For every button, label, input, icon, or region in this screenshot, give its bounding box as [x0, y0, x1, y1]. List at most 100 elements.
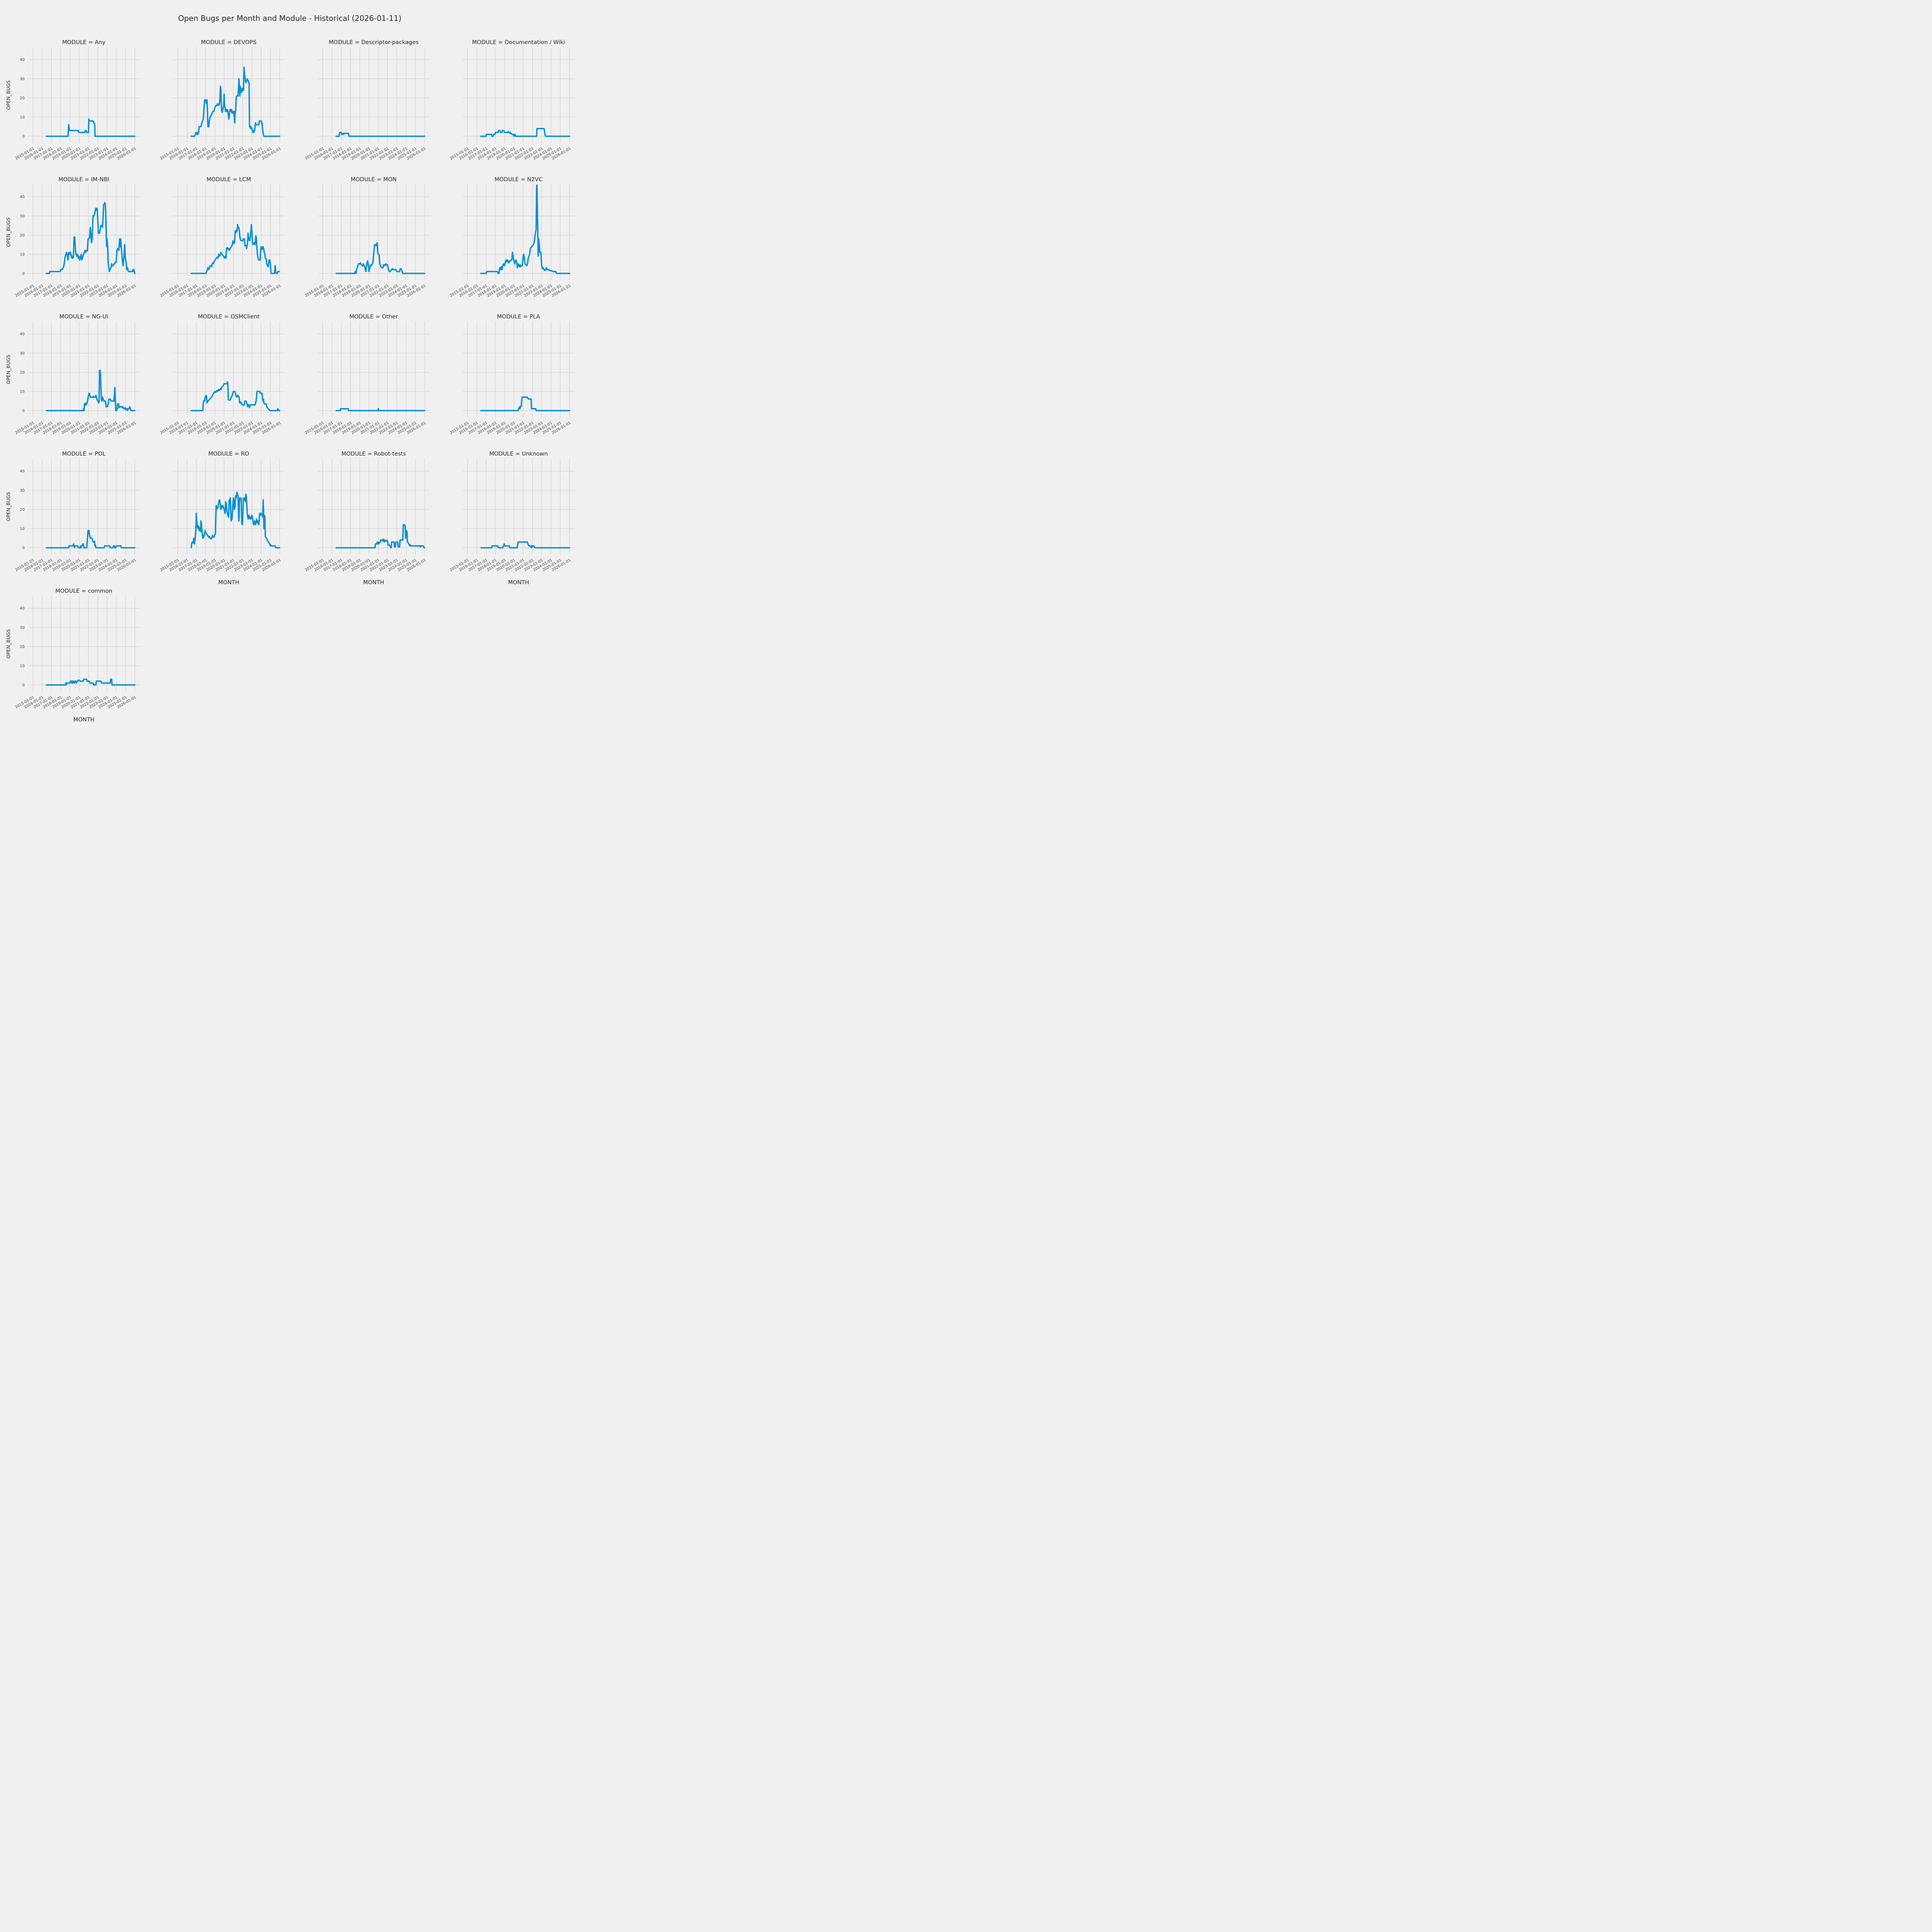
y-tick-label: 10 [20, 116, 25, 120]
facet-chart: MODULE = Descriptor-packages2015-01-0120… [304, 39, 430, 161]
facet-title: MODULE = Descriptor-packages [329, 39, 419, 46]
facet-Any: MODULE = Any 2015-01-01 2016-01-01 2017-01-… [4, 39, 149, 176]
y-axis-label: OPEN_BUGS [5, 492, 11, 521]
y-tick-label: 10 [20, 664, 25, 668]
facet-N2VC: MODULE = N2VC 2015-01-01 2016-01-01 2017-01… [439, 176, 580, 313]
facet-title: MODULE = IM-NBI [58, 177, 109, 183]
x-axis-label: MONTH [218, 580, 240, 586]
chart-title: Open Bugs per Month and Module - Histori… [178, 14, 401, 23]
y-tick-label: 20 [20, 96, 25, 100]
facet-title: MODULE = Robot-tests [342, 451, 406, 457]
facet-title: MODULE = OSMClient [198, 314, 260, 320]
bugs-line-DEVOPS [190, 66, 281, 137]
y-tick-label: 30 [20, 488, 25, 493]
facet-chart: MODULE = LCM2015-01-012016-01-012017-01-… [159, 177, 285, 298]
facet-LCM: MODULE = LCM 2015-01-01 2016-01-01 2017-01-… [149, 176, 294, 313]
y-tick-label: 10 [20, 253, 25, 257]
facet-chart: MODULE = common2015-01-012016-01-012017-… [5, 588, 140, 723]
facet-PLA: MODULE = PLA 2015-01-01 2016-01-01 2017-01-… [439, 313, 580, 450]
bugs-line-RO [190, 492, 281, 549]
facet-chart: MODULE = N2VC2015-01-012016-01-012017-01… [449, 177, 575, 298]
y-tick-label: 20 [20, 508, 25, 512]
y-tick-label: 0 [22, 134, 25, 139]
facet-chart: MODULE = Documentation / Wiki2015-01-012… [449, 39, 575, 161]
y-tick-label: 0 [22, 546, 25, 550]
bugs-line-MON [335, 242, 425, 274]
facet-title: MODULE = Any [62, 39, 105, 46]
facet-NG-UI: MODULE = NG-UI 2015-01-01 2016-01-01 2017-0… [4, 313, 149, 450]
y-tick-label: 40 [20, 332, 25, 337]
y-tick-label: 40 [20, 607, 25, 611]
facet-title: MODULE = POL [62, 451, 106, 457]
y-tick-label: 10 [20, 390, 25, 394]
facet-title: MODULE = common [55, 588, 112, 594]
facet-title: MODULE = RO [208, 451, 249, 457]
facet-Descriptor-packages: MODULE = Descriptor-packages 2015-01-01 20… [294, 39, 439, 176]
y-tick-label: 0 [22, 272, 25, 276]
bugs-line-Unknown [480, 541, 570, 549]
facet-chart: MODULE = Robot-tests2015-01-012016-01-01… [304, 451, 430, 586]
bugs-line-LCM [190, 224, 280, 274]
y-tick-label: 30 [20, 351, 25, 355]
facet-title: MODULE = Other [349, 314, 398, 320]
bugs-line-NG-UI [46, 369, 136, 412]
x-axis-label: MONTH [73, 717, 95, 723]
y-axis-label: OPEN_BUGS [5, 355, 11, 384]
bugs-line-common [46, 679, 136, 686]
y-tick-label: 30 [20, 626, 25, 630]
y-axis-label: OPEN_BUGS [5, 629, 11, 658]
x-axis-label: MONTH [508, 580, 529, 586]
facet-RO: MODULE = RO 2015-01-01 2016-01-01 2017-01-0… [149, 450, 294, 587]
bugs-line-Descriptor-packages [335, 131, 425, 137]
facet-OSMClient: MODULE = OSMClient 2015-01-01 2016-01-01 20… [149, 313, 294, 450]
facet-MON: MODULE = MON 2015-01-01 2016-01-01 2017-01-… [294, 176, 439, 313]
facet-chart: MODULE = RO2015-01-012016-01-012017-01-0… [159, 451, 285, 586]
facet-DEVOPS: MODULE = DEVOPS 2015-01-01 2016-01-01 2017-… [149, 39, 294, 176]
x-axis-label: MONTH [363, 580, 384, 586]
facet-chart: MODULE = OSMClient2015-01-012016-01-0120… [159, 314, 285, 435]
facet-title: MODULE = NG-UI [60, 314, 109, 320]
facet-Other: MODULE = Other 2015-01-01 2016-01-01 2017-0… [294, 313, 439, 450]
facet-title: MODULE = PLA [497, 314, 540, 320]
y-tick-label: 30 [20, 77, 25, 81]
facet-Unknown: MODULE = Unknown 2015-01-01 2016-01-01 2017… [439, 450, 580, 587]
facet-title: MODULE = Documentation / Wiki [472, 39, 565, 46]
facet-chart: MODULE = POL2015-01-012016-01-012017-01-… [5, 451, 140, 572]
y-axis-label: OPEN_BUGS [5, 218, 11, 247]
facet-title: MODULE = MON [350, 177, 396, 183]
bugs-line-Robot-tests [335, 524, 425, 549]
facet-title: MODULE = N2VC [495, 177, 543, 183]
figure: Open Bugs per Month and Module - Histori… [0, 0, 580, 724]
bugs-line-PLA [480, 396, 570, 412]
y-tick-label: 30 [20, 214, 25, 218]
facet-Documentation / Wiki: MODULE = Documentation / Wiki 2015-01-01 2… [439, 39, 580, 176]
facet-chart: MODULE = Other2015-01-012016-01-012017-0… [304, 314, 430, 435]
facet-IM-NBI: MODULE = IM-NBI 2015-01-01 2016-01-01 2017-… [4, 176, 149, 313]
facet-POL: MODULE = POL 2015-01-01 2016-01-01 2017-01-… [4, 450, 149, 587]
y-tick-label: 0 [22, 683, 25, 687]
facet-chart: MODULE = DEVOPS2015-01-012016-01-012017-… [159, 39, 285, 161]
facet-title: MODULE = LCM [206, 177, 251, 183]
facet-common: MODULE = common 2015-01-01 2016-01-01 2017-… [4, 587, 149, 724]
y-tick-label: 0 [22, 409, 25, 413]
facet-Robot-tests: MODULE = Robot-tests 2015-01-01 2016-01-01… [294, 450, 439, 587]
bugs-line-Any [46, 118, 136, 137]
facet-title: MODULE = DEVOPS [201, 39, 257, 46]
y-axis-label: OPEN_BUGS [5, 80, 11, 110]
bugs-line-Other [335, 408, 425, 412]
y-tick-label: 40 [20, 195, 25, 199]
y-tick-label: 20 [20, 645, 25, 649]
y-tick-label: 10 [20, 527, 25, 531]
bugs-line-POL [46, 530, 136, 549]
y-tick-label: 20 [20, 371, 25, 375]
y-tick-label: 20 [20, 233, 25, 238]
facet-title: MODULE = Unknown [489, 451, 548, 457]
y-tick-label: 40 [20, 469, 25, 474]
bugs-line-IM-NBI [45, 202, 136, 274]
bugs-line-OSMClient [190, 381, 281, 412]
y-tick-label: 40 [20, 58, 25, 62]
bugs-line-Documentation / Wiki [480, 128, 570, 137]
bugs-line-N2VC [480, 184, 570, 274]
facet-chart: MODULE = Unknown2015-01-012016-01-012017… [449, 451, 575, 586]
facet-chart: MODULE = PLA2015-01-012016-01-012017-01-… [449, 314, 575, 435]
